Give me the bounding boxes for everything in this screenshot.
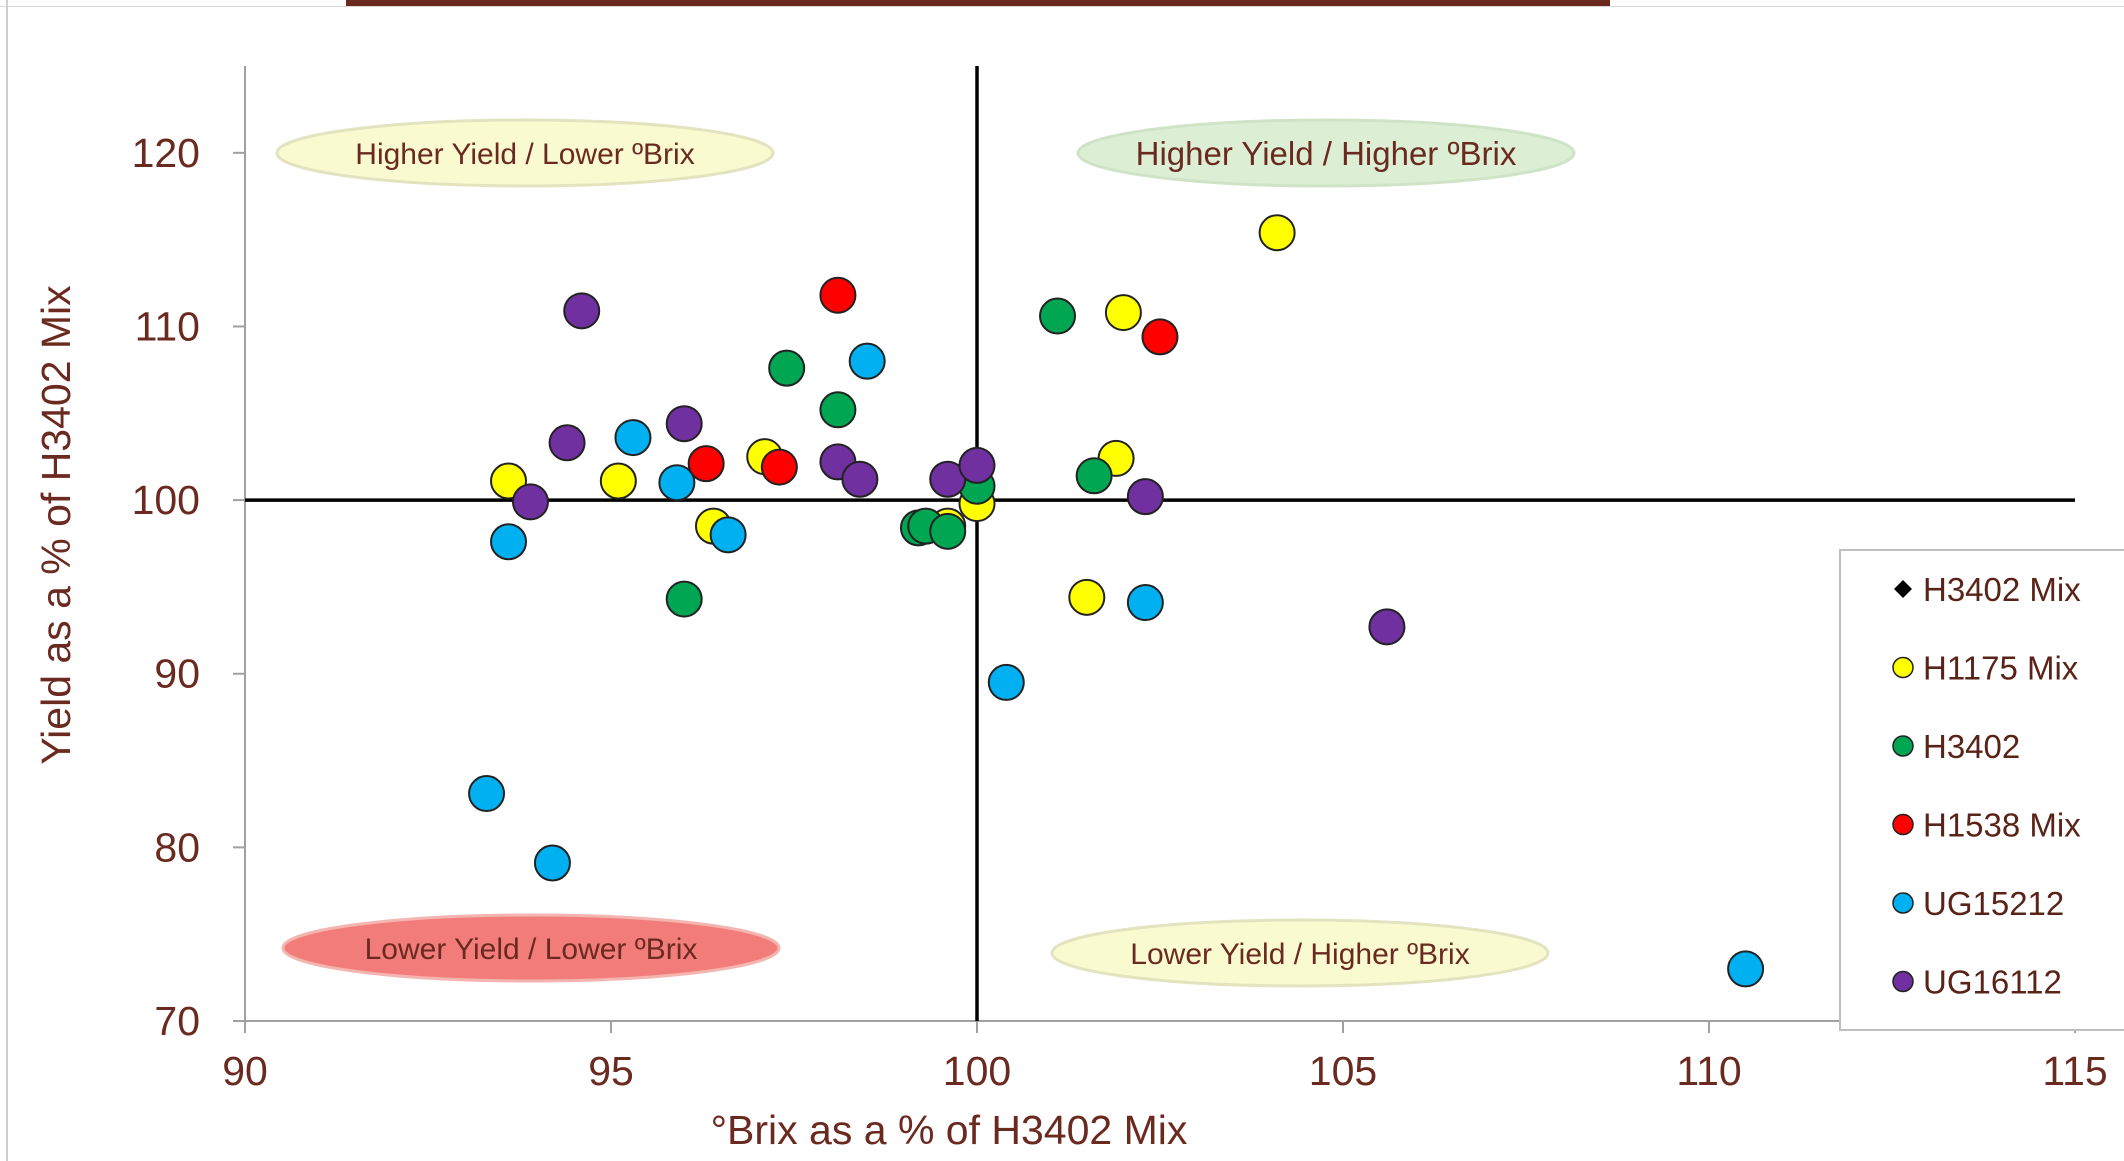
- quadrant-label-ellipse: [1076, 118, 1576, 188]
- axis-ticks: 90 95 100 105 110 115 70 80 90 100 110 120: [132, 130, 2108, 1094]
- point-ug15212: [709, 516, 747, 554]
- point-ug15212: [614, 419, 652, 457]
- x-tick-label: 90: [222, 1048, 268, 1094]
- top-border-line: [0, 6, 2124, 7]
- legend-label-h3402: H3402: [1923, 728, 2020, 765]
- point-ug15212: [1727, 950, 1765, 988]
- legend-marker-h3402-mix: [1894, 580, 1912, 598]
- point-h1175-mix: [1068, 578, 1106, 616]
- y-tick-label: 110: [135, 303, 200, 349]
- point-h1175-mix: [599, 462, 637, 500]
- point-h1538-mix: [1141, 318, 1179, 356]
- y-axis-title: Yield as a % of H3402 Mix: [33, 285, 79, 765]
- legend: H3402 Mix H1175 Mix H3402 H1538 Mix UG15212 U…: [1839, 549, 2124, 1031]
- y-tick-label: 70: [154, 998, 200, 1044]
- point-ug15212: [468, 775, 506, 813]
- point-ug16112: [1368, 608, 1406, 646]
- x-axis-title: °Brix as a % of H3402 Mix: [711, 1107, 1188, 1153]
- y-tick-label: 120: [132, 130, 200, 176]
- quadrant-labels: Higher Yield / Lower ºBrix Higher Yield /…: [275, 118, 1576, 988]
- y-tick-label: 80: [154, 824, 200, 870]
- legend-label-ug16112: UG16112: [1923, 964, 2062, 1001]
- legend-marker-ug16112: [1892, 970, 1914, 993]
- point-h3402: [1075, 457, 1113, 495]
- point-h1538-mix: [819, 276, 857, 314]
- point-h3402: [819, 391, 857, 429]
- point-h1175-mix: [1104, 294, 1142, 332]
- quadrant-label-ellipse: [281, 913, 781, 983]
- quadrant-label-text: Lower Yield / Higher ºBrix: [1130, 938, 1469, 971]
- quadrant-label-text: Lower Yield / Lower ºBrix: [365, 933, 698, 966]
- legend-marker-h3402: [1892, 735, 1914, 757]
- quadrant-label-text: Higher Yield / Higher ºBrix: [1136, 135, 1517, 172]
- legend-label-ug15212: UG15212: [1923, 885, 2064, 922]
- left-border-line: [6, 0, 8, 1161]
- point-ug15212: [533, 844, 571, 882]
- y-tick-label: 90: [154, 651, 200, 697]
- x-tick-label: 105: [1309, 1048, 1377, 1094]
- point-h3402: [929, 512, 967, 550]
- axes: [244, 66, 2075, 1022]
- x-tick-label: 95: [588, 1048, 634, 1094]
- data-points: [468, 214, 1765, 988]
- point-ug16112: [958, 446, 996, 484]
- legend-box: [1839, 549, 2124, 1031]
- legend-marker-ug15212: [1892, 892, 1914, 914]
- point-h1538-mix: [760, 448, 798, 486]
- point-ug16112: [563, 292, 601, 330]
- x-tick-label: 115: [2042, 1048, 2107, 1094]
- point-ug15212: [848, 342, 886, 380]
- point-h1175-mix: [1258, 214, 1296, 252]
- point-h1538-mix: [687, 445, 725, 483]
- quadrant-label-text: Higher Yield / Lower ºBrix: [355, 138, 694, 171]
- point-ug16112: [548, 424, 586, 462]
- legend-marker-h1538-mix: [1892, 813, 1914, 836]
- legend-marker-h1175-mix: [1892, 656, 1914, 679]
- point-ug16112: [511, 483, 549, 521]
- legend-label-h1538-mix: H1538 Mix: [1923, 807, 2081, 844]
- point-ug16112: [665, 405, 703, 443]
- quadrant-label-ellipse: [275, 118, 775, 188]
- legend-label-h3402-mix: H3402 Mix: [1923, 571, 2081, 608]
- point-h3402: [665, 580, 703, 618]
- legend-label-h1175-mix: H1175 Mix: [1923, 650, 2079, 687]
- point-h3402: [1039, 297, 1077, 335]
- x-tick-label: 110: [1676, 1048, 1741, 1094]
- x-tick-label: 100: [943, 1048, 1011, 1094]
- point-h3402: [768, 349, 806, 387]
- point-ug16112: [1126, 478, 1164, 516]
- point-ug15212: [1126, 584, 1164, 622]
- title-accent-bar: [346, 0, 1610, 7]
- point-ug15212: [987, 663, 1025, 701]
- y-tick-label: 100: [132, 477, 200, 523]
- point-ug16112: [841, 460, 879, 498]
- quadrant-label-ellipse: [1050, 918, 1550, 988]
- point-ug15212: [490, 523, 528, 561]
- point-ug15212: [658, 464, 696, 502]
